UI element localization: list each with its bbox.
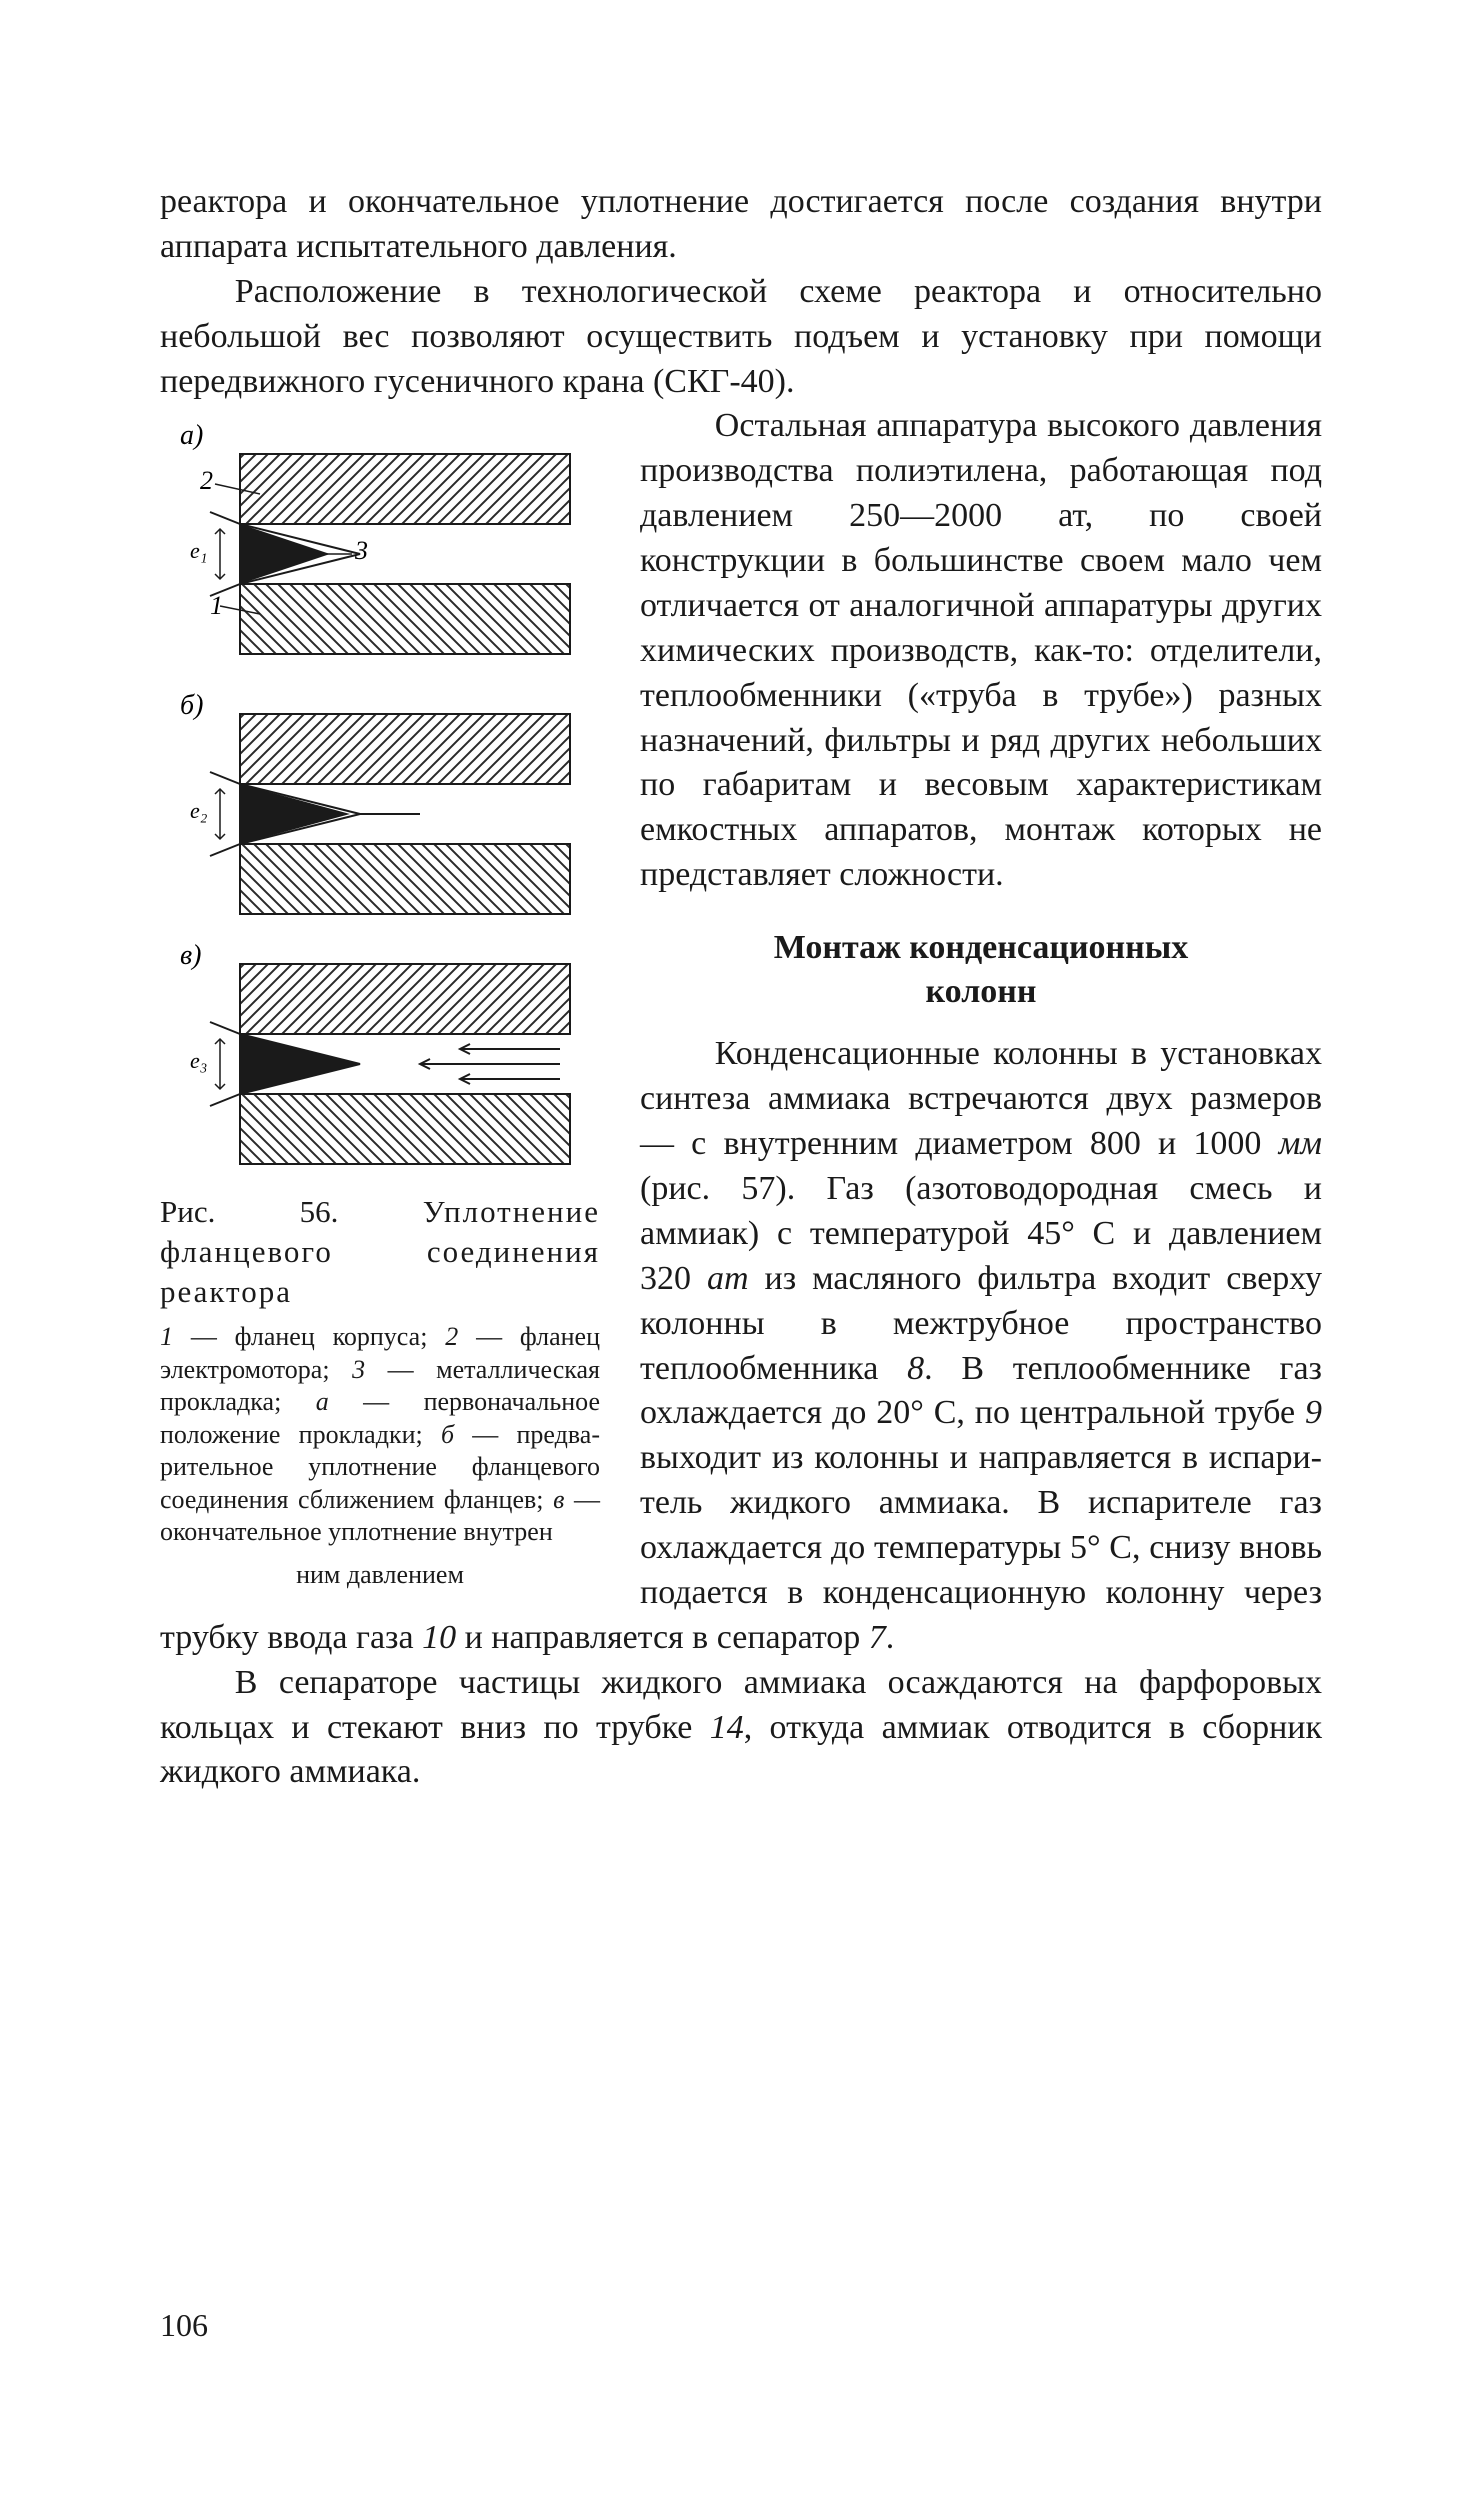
svg-text:б): б) — [180, 690, 203, 721]
paragraph-intro-2: Расположение в технологической схеме реа… — [160, 270, 1322, 405]
page: реактора и окончательное уплотнение дост… — [0, 0, 1472, 2496]
page-number: 106 — [160, 2304, 208, 2346]
heading-line-2: колонн — [926, 973, 1037, 1010]
figure-56: а) 1 2 3 e₁ б) e₂ — [160, 414, 600, 1591]
body-paragraph-2: В сепараторе частицы жидкого аммиака оса… — [160, 1661, 1322, 1796]
paragraph-intro-1: реактора и окончательное уплотнение дост… — [160, 180, 1322, 270]
figure-56-legend: 1 — фланец корпуса; 2 — фла­нец электром… — [160, 1321, 600, 1549]
svg-text:2: 2 — [200, 466, 213, 495]
svg-text:e₁: e₁ — [190, 538, 207, 563]
figure-56-legend-tail: ним давлением — [160, 1559, 600, 1592]
heading-line-1: Монтаж конденсационных — [774, 929, 1189, 966]
figure-56-caption: Рис. 56. Уплотнение фланцевого соединени… — [160, 1192, 600, 1311]
figure-56-diagram: а) 1 2 3 e₁ б) e₂ — [160, 414, 600, 1174]
svg-text:e₂: e₂ — [190, 798, 208, 823]
fig-caption-prefix: Рис. 56. — [160, 1194, 338, 1229]
text-with-figure-wrap: Расположение в технологической схеме реа… — [160, 270, 1322, 1796]
p2-text: Расположение в технологической схеме реа… — [160, 273, 1322, 400]
svg-text:в): в) — [180, 940, 201, 971]
svg-text:а): а) — [180, 420, 203, 451]
svg-text:e₃: e₃ — [190, 1048, 207, 1073]
svg-text:3: 3 — [354, 536, 368, 565]
